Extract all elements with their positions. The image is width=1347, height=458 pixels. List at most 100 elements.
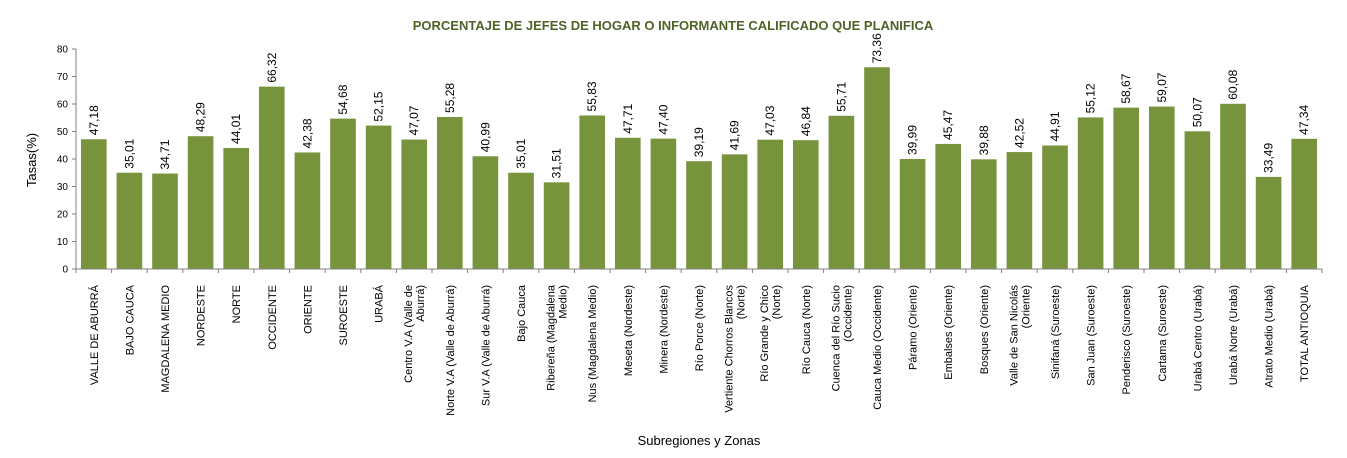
data-label: 42,38 — [300, 118, 314, 148]
bar — [401, 139, 428, 269]
x-category-label: Sinifaná (Suroeste) — [1050, 285, 1062, 379]
x-category-label: Río Porce (Norte) — [694, 285, 706, 371]
x-category-label: BAJO CAUCA — [124, 284, 136, 355]
bar — [258, 86, 285, 270]
x-category-label: Aburrá) — [415, 285, 427, 322]
x-category-label: OCCIDENTE — [267, 285, 279, 350]
bar — [116, 172, 143, 269]
x-category-label: Sur V.A (Valle de Aburrá) — [480, 285, 492, 406]
y-axis: 0 10 20 30 40 50 60 70 80 — [57, 45, 77, 276]
x-category-label: SUROESTE — [338, 285, 350, 346]
y-axis-label: Tasas(%) — [24, 133, 39, 187]
x-category-label: Cauca Medio (Occidente) — [872, 285, 884, 410]
y-tick-label: 40 — [57, 155, 69, 166]
x-category-label: Meseta (Nordeste) — [623, 285, 635, 376]
data-label: 35,01 — [514, 138, 528, 168]
data-label: 58,67 — [1119, 73, 1133, 103]
bar — [828, 115, 855, 269]
bar — [935, 143, 962, 269]
bar — [472, 156, 499, 269]
data-label: 47,40 — [656, 104, 670, 134]
bar — [721, 154, 748, 269]
data-label: 40,99 — [478, 122, 492, 152]
data-label: 33,49 — [1262, 143, 1276, 173]
bar — [650, 138, 677, 269]
data-label: 35,01 — [122, 138, 136, 168]
data-label: 44,91 — [1048, 111, 1062, 141]
bar — [330, 118, 356, 269]
data-label: 31,51 — [550, 148, 564, 178]
bar — [1042, 145, 1068, 269]
x-category-label: Minera (Nordeste) — [658, 285, 670, 374]
data-label: 50,07 — [1190, 97, 1204, 127]
x-category-label: ORIENTE — [302, 285, 314, 334]
data-label: 47,18 — [87, 105, 101, 135]
x-category-label: Río Cauca (Norte) — [801, 285, 813, 374]
x-category-label: Río Grande y Chico — [759, 285, 771, 382]
data-label: 66,32 — [265, 52, 279, 82]
data-label: 44,01 — [229, 114, 243, 144]
x-category-label: Urabá Centro (Urabá) — [1192, 285, 1204, 391]
chart-title: PORCENTAJE DE JEFES DE HOGAR O INFORMANT… — [413, 18, 934, 33]
data-label: 39,88 — [977, 125, 991, 155]
x-axis-label: Subregiones y Zonas — [638, 433, 761, 448]
bar — [223, 147, 250, 269]
bar — [614, 137, 641, 269]
x-category-label: MAGDALENA MEDIO — [160, 285, 172, 393]
x-category-label: Páramo (Oriente) — [908, 285, 920, 370]
data-label: 47,03 — [763, 105, 777, 135]
x-category-label: Penderisco (Suroeste) — [1121, 285, 1133, 394]
x-category-label: Medio) — [558, 285, 570, 319]
x-category-label: URABÁ — [373, 284, 386, 323]
bar — [152, 173, 178, 269]
x-category-label: Ribereña (Magdalena — [546, 284, 558, 391]
x-category-label: (Oriente) — [1020, 285, 1032, 328]
bar — [1255, 176, 1282, 269]
bar — [1077, 117, 1104, 269]
data-label: 55,12 — [1084, 83, 1098, 113]
bar — [1220, 103, 1246, 269]
x-category-label: Nus (Magdalena Medio) — [587, 285, 599, 402]
bar — [1006, 152, 1033, 269]
x-category-label: Cartama (Suroeste) — [1157, 285, 1169, 382]
bar — [757, 139, 784, 269]
x-category-label: NORTE — [231, 285, 243, 323]
bar — [1291, 138, 1318, 269]
bar — [80, 139, 107, 269]
data-label: 60,08 — [1226, 69, 1240, 99]
data-label: 55,71 — [834, 81, 848, 111]
x-category-label: Valle de San Nicolás — [1008, 285, 1020, 386]
bar — [436, 116, 463, 269]
x-category-label: Norte V.A (Valle de Aburrá) — [445, 285, 457, 416]
bar — [792, 140, 819, 269]
x-category-label: (Norte) — [771, 285, 783, 319]
bar — [864, 67, 890, 269]
bar — [187, 136, 214, 269]
data-label: 52,15 — [372, 91, 386, 121]
data-label: 54,68 — [336, 84, 350, 114]
x-category-label: Cuenca del Río Sucio — [830, 285, 842, 391]
data-label: 41,69 — [728, 120, 742, 150]
y-tick-label: 20 — [57, 210, 69, 221]
y-tick-label: 50 — [57, 127, 69, 138]
bar — [1113, 107, 1140, 269]
data-label: 55,28 — [443, 83, 457, 113]
x-category-label: Centro V.A (Valle de — [403, 285, 415, 383]
y-tick-label: 80 — [57, 45, 69, 56]
data-label: 48,29 — [194, 102, 208, 132]
bar — [543, 182, 570, 269]
x-category-label: San Juan (Suroeste) — [1086, 285, 1098, 386]
bar — [1184, 131, 1211, 269]
x-category-label: (Norte) — [736, 285, 748, 319]
x-category-label: Urabá Norte (Urabá) — [1228, 285, 1240, 385]
bar — [365, 125, 392, 270]
y-tick-label: 70 — [57, 72, 69, 83]
x-category-label: VALLE DE ABURRÁ — [88, 284, 101, 385]
x-category-label: (Occidente) — [842, 285, 854, 342]
data-label: 47,34 — [1297, 104, 1311, 134]
data-label: 39,99 — [906, 125, 920, 155]
data-label: 59,07 — [1155, 72, 1169, 102]
data-label: 46,84 — [799, 106, 813, 136]
data-label: 45,47 — [941, 110, 955, 140]
